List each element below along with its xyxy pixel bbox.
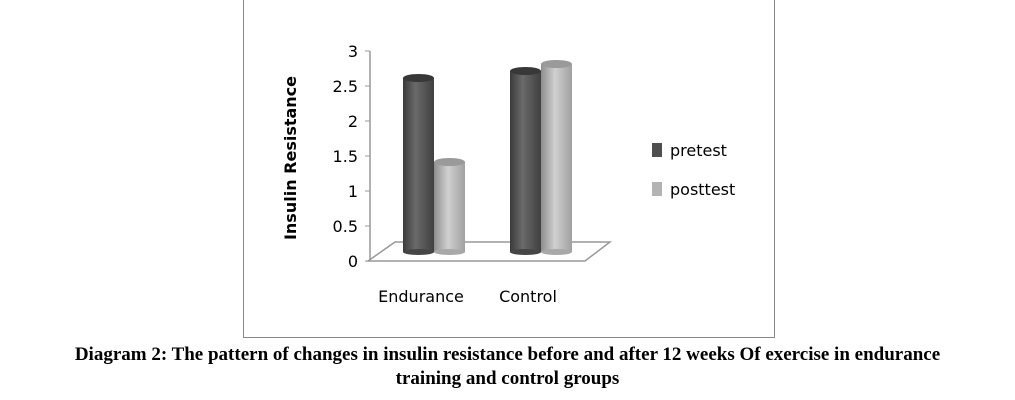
- bar-base: [403, 249, 434, 255]
- y-tick-label: 0: [348, 252, 358, 271]
- bar-body: [541, 64, 572, 252]
- bar-body: [510, 71, 541, 252]
- y-axis-label: Insulin Resistance: [281, 76, 300, 240]
- chart-floor: [365, 241, 613, 262]
- bar-base: [434, 249, 465, 255]
- bar-pretest-control: [510, 67, 541, 255]
- bar-top: [510, 67, 541, 75]
- chart-frame: [243, 0, 775, 338]
- legend-swatch-pretest: [652, 143, 662, 157]
- legend-swatch-posttest: [652, 182, 662, 196]
- bar-body: [403, 78, 434, 252]
- y-tick-label: 2: [348, 112, 358, 131]
- y-tick-label: 3: [348, 42, 358, 61]
- bar-base: [510, 249, 541, 255]
- x-tick-label: Control: [499, 287, 557, 306]
- bar-body: [434, 162, 465, 252]
- caption-line: training and control groups: [395, 368, 620, 389]
- y-tick-label: 1: [348, 182, 358, 201]
- caption-line: Diagram 2: The pattern of changes in ins…: [74, 344, 941, 365]
- y-tick-label: 1.5: [333, 147, 358, 166]
- bar-chart: 0 0.5 1 1.5 2 2.5 3 Insulin Resistance Enduran…: [281, 42, 735, 306]
- bar-posttest-endurance: [434, 158, 465, 255]
- bar-pretest-endurance: [403, 74, 434, 255]
- legend-label-pretest: pretest: [670, 141, 727, 160]
- bar-base: [541, 249, 572, 255]
- bar-top: [403, 74, 434, 82]
- bar-posttest-control: [541, 60, 572, 255]
- y-tick-label: 0.5: [333, 217, 358, 236]
- figure-caption: Diagram 2: The pattern of changes in ins…: [0, 343, 1015, 391]
- y-tick-label: 2.5: [333, 77, 358, 96]
- x-tick-label: Endurance: [378, 287, 464, 306]
- bar-top: [541, 60, 572, 68]
- bar-top: [434, 158, 465, 166]
- legend-label-posttest: posttest: [670, 180, 735, 199]
